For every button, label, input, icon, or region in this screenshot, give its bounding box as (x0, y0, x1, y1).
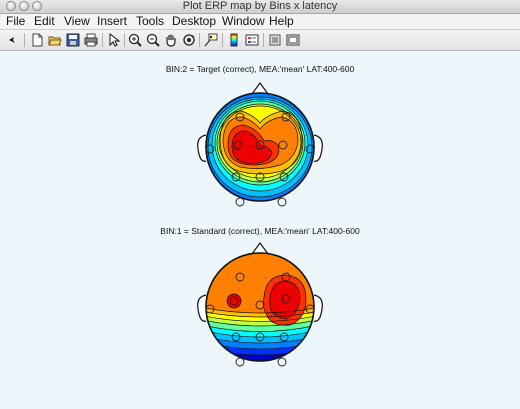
legend-icon[interactable] (244, 32, 260, 48)
menu-edit[interactable]: Edit (34, 14, 55, 28)
plot-title-bin2: BIN:2 = Target (correct), MEA:'mean' LAT… (165, 64, 355, 74)
pan-hand-icon[interactable] (163, 32, 179, 48)
head-outline (205, 92, 315, 202)
window-title: Plot ERP map by Bins x latency (182, 0, 338, 12)
menu-window[interactable]: Window (222, 14, 265, 28)
right-ear (313, 134, 323, 162)
print-icon[interactable] (83, 32, 99, 48)
toolbar-separator (263, 33, 264, 47)
title-bar: Plot ERP map by Bins x latency (0, 0, 520, 14)
rotate-3d-icon[interactable] (181, 32, 197, 48)
minimize-window-button[interactable] (19, 1, 29, 11)
open-file-icon[interactable] (47, 32, 63, 48)
figure-toolbar (0, 30, 520, 51)
left-ear (197, 294, 207, 322)
left-ear (197, 134, 207, 162)
nose (251, 81, 269, 95)
plot-title-bin1: BIN:1 = Standard (correct), MEA:'mean' L… (160, 226, 360, 236)
menu-file[interactable]: File (6, 14, 26, 28)
electrode-markers (205, 272, 315, 367)
right-ear (313, 294, 323, 322)
close-window-button[interactable] (6, 1, 16, 11)
save-icon[interactable] (65, 32, 81, 48)
toolbar-separator (124, 33, 125, 47)
toolbar-separator (102, 33, 103, 47)
scalp-map-bin1 (197, 241, 323, 367)
electrode-markers (205, 112, 315, 207)
menu-bar: File Edit View Insert Tools Desktop Wind… (0, 14, 520, 30)
toolbar-separator (222, 33, 223, 47)
zoom-in-icon[interactable] (127, 32, 143, 48)
menu-desktop[interactable]: Desktop (172, 14, 217, 28)
menu-insert[interactable]: Insert (97, 14, 128, 28)
menu-help[interactable]: Help (269, 14, 294, 28)
new-figure-icon[interactable] (29, 32, 45, 48)
show-plot-tools-icon[interactable] (285, 32, 301, 48)
zoom-out-icon[interactable] (145, 32, 161, 48)
menu-view[interactable]: View (64, 14, 90, 28)
toolbar-separator (24, 33, 25, 47)
toolbar-separator (199, 33, 200, 47)
figure-canvas: BIN:2 = Target (correct), MEA:'mean' LAT… (0, 51, 520, 409)
data-cursor-icon[interactable] (203, 32, 219, 48)
select-arrow-icon[interactable] (106, 32, 122, 48)
hide-plot-tools-icon[interactable] (267, 32, 283, 48)
nose (251, 241, 269, 255)
colorbar-icon[interactable] (226, 32, 242, 48)
zoom-window-button[interactable] (32, 1, 42, 11)
scalp-map-bin2 (197, 81, 323, 207)
menu-tools[interactable]: Tools (136, 14, 165, 28)
pointer-arrow-icon[interactable] (4, 32, 20, 48)
head-outline (205, 252, 315, 362)
